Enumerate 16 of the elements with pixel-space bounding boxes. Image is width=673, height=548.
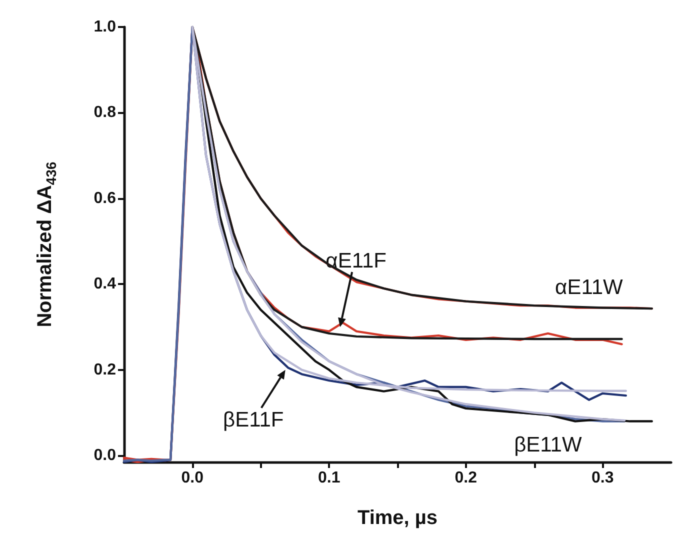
y-tick-label: 0.0 [94,447,116,464]
annotation: βE11W [514,433,582,456]
y-tick-label: 0.4 [94,276,116,293]
y-tick-label: 1.0 [94,18,116,36]
annotation: αE11W [555,276,624,300]
x-tick-label: 0.1 [318,470,340,486]
y-axis-title: Normalized ΔA436 [34,162,59,328]
x-tick-label: 0.2 [454,470,478,486]
y-tick-label: 0.6 [94,190,116,207]
x-tick-label: 0.0 [181,470,204,486]
annotation: βE11F [223,408,284,432]
annotation: αE11F [326,250,386,272]
y-tick-label: 0.8 [94,104,116,122]
x-tick-label: 0.3 [592,470,614,486]
x-axis-title: Time, µs [357,507,438,529]
y-tick-label: 0.2 [94,361,116,378]
